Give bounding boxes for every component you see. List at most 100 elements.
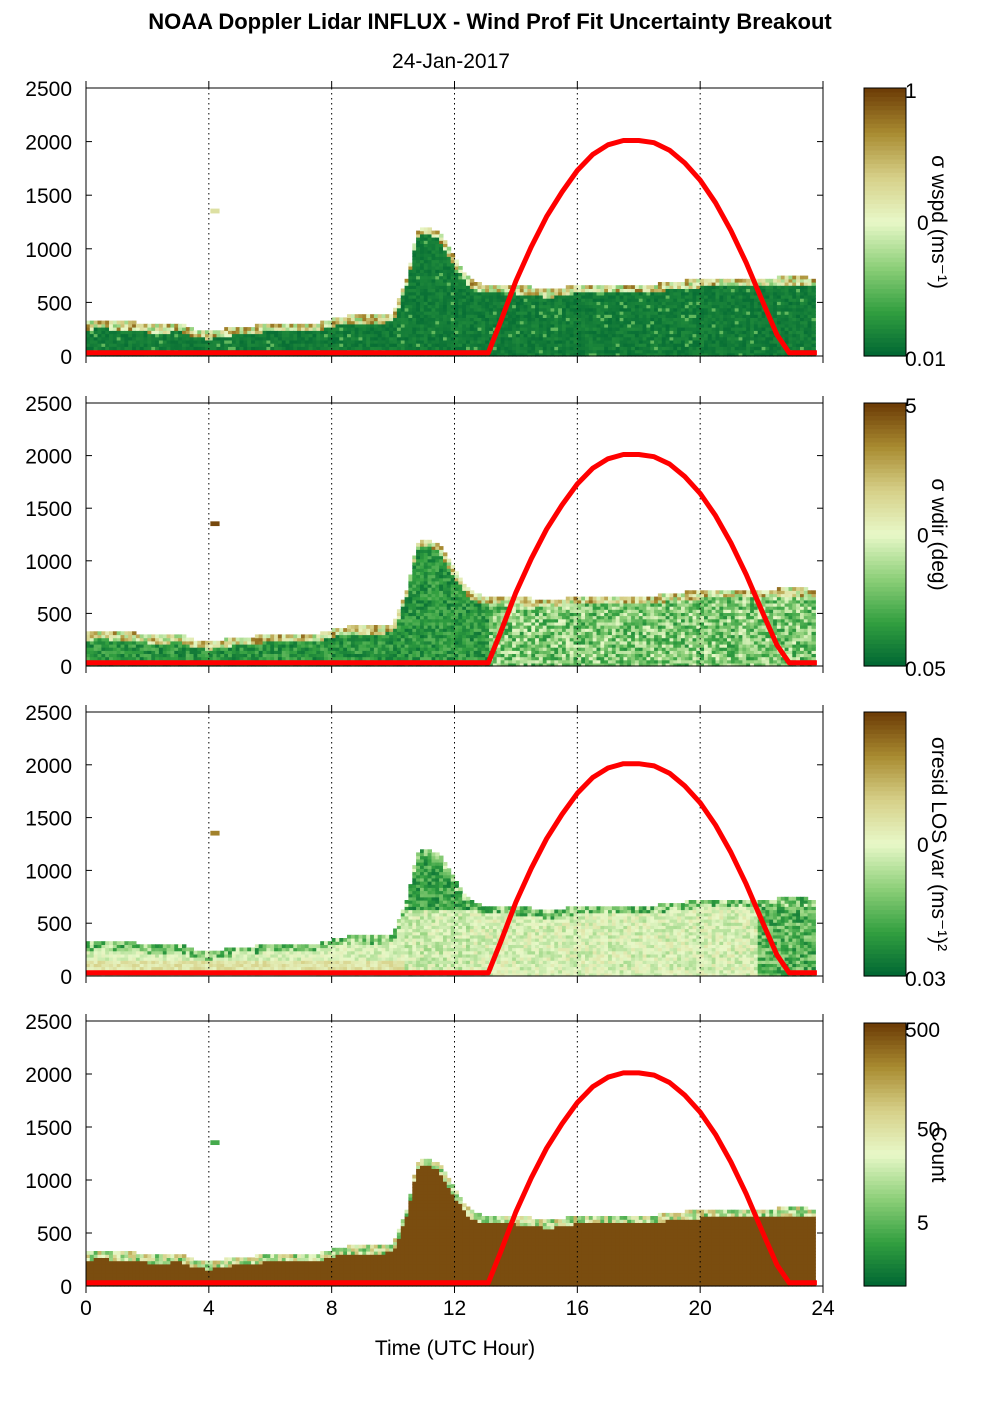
heatmap-cell bbox=[546, 323, 551, 328]
heatmap-cell bbox=[235, 330, 241, 335]
heatmap-cell bbox=[97, 330, 102, 335]
heatmap-cell bbox=[416, 298, 421, 302]
heatmap-cell bbox=[358, 323, 363, 328]
heatmap-cell bbox=[769, 301, 774, 306]
heatmap-cell bbox=[677, 346, 682, 351]
heatmap-cell bbox=[700, 301, 705, 306]
heatmap-cell bbox=[784, 311, 789, 315]
heatmap-cell bbox=[400, 653, 406, 658]
heatmap-cell bbox=[654, 314, 659, 318]
heatmap-cell bbox=[500, 291, 505, 296]
heatmap-cell bbox=[270, 339, 275, 344]
heatmap-cell bbox=[784, 298, 789, 302]
heatmap-cell bbox=[193, 346, 198, 351]
heatmap-cell bbox=[446, 580, 452, 585]
heatmap-cell bbox=[458, 346, 463, 351]
heatmap-cell bbox=[673, 314, 678, 318]
heatmap-cell bbox=[761, 282, 766, 286]
heatmap-cell bbox=[381, 631, 386, 636]
heatmap-cell bbox=[700, 285, 705, 289]
heatmap-cell bbox=[170, 634, 175, 639]
colorbar-band bbox=[864, 213, 906, 219]
heatmap-cell bbox=[734, 330, 740, 335]
heatmap-cell bbox=[489, 301, 494, 306]
heatmap-cell bbox=[489, 317, 494, 322]
heatmap-cell bbox=[608, 336, 613, 341]
heatmap-cell bbox=[105, 346, 110, 351]
heatmap-cell bbox=[408, 346, 413, 351]
heatmap-cell bbox=[550, 314, 555, 318]
heatmap-cell bbox=[423, 631, 429, 636]
heatmap-cell bbox=[807, 301, 812, 306]
heatmap-cell bbox=[412, 609, 417, 613]
heatmap-cell bbox=[427, 246, 432, 251]
heatmap-cell bbox=[803, 288, 809, 293]
heatmap-cell bbox=[542, 317, 548, 322]
heatmap-cell bbox=[769, 307, 774, 312]
heatmap-cell bbox=[542, 291, 548, 296]
heatmap-cell bbox=[412, 647, 417, 651]
heatmap-cell bbox=[101, 346, 106, 351]
heatmap-cell bbox=[439, 599, 444, 604]
heatmap-cell bbox=[435, 571, 440, 576]
heatmap-cell bbox=[757, 323, 763, 328]
heatmap-cell bbox=[408, 307, 413, 312]
heatmap-cell bbox=[769, 304, 774, 309]
heatmap-cell bbox=[753, 301, 759, 306]
heatmap-cell bbox=[362, 333, 367, 338]
heatmap-cell bbox=[331, 650, 337, 654]
heatmap-cell bbox=[343, 647, 348, 651]
heatmap-cell bbox=[93, 333, 99, 338]
heatmap-cell bbox=[585, 304, 590, 309]
heatmap-cell bbox=[657, 285, 663, 289]
heatmap-cell bbox=[431, 590, 436, 595]
heatmap-cell bbox=[423, 555, 429, 560]
heatmap-cell bbox=[723, 339, 728, 344]
heatmap-cell bbox=[611, 323, 617, 328]
heatmap-cell bbox=[500, 333, 505, 338]
heatmap-cell bbox=[377, 346, 383, 351]
heatmap-cell bbox=[454, 272, 459, 277]
heatmap-cell bbox=[592, 333, 598, 338]
heatmap-cell bbox=[715, 339, 720, 344]
heatmap-cell bbox=[408, 333, 413, 338]
heatmap-cell bbox=[780, 311, 786, 315]
heatmap-cell bbox=[416, 587, 421, 591]
heatmap-cell bbox=[542, 288, 548, 293]
colorbar-band bbox=[864, 333, 906, 339]
heatmap-cell bbox=[239, 333, 244, 338]
heatmap-cell bbox=[550, 317, 555, 322]
heatmap-cell bbox=[558, 291, 563, 296]
heatmap-cell bbox=[704, 339, 709, 344]
heatmap-cell bbox=[573, 301, 578, 306]
heatmap-cell bbox=[554, 330, 559, 335]
heatmap-cell bbox=[638, 320, 644, 325]
heatmap-cell bbox=[581, 333, 586, 338]
heatmap-cell bbox=[420, 596, 425, 601]
heatmap-cell bbox=[673, 323, 678, 328]
heatmap-cell bbox=[151, 634, 156, 639]
heatmap-cell bbox=[477, 346, 482, 351]
heatmap-cell bbox=[247, 637, 252, 642]
heatmap-cell bbox=[343, 327, 348, 331]
heatmap-cell bbox=[627, 327, 632, 331]
heatmap-cell bbox=[389, 346, 394, 351]
heatmap-cell bbox=[650, 288, 655, 293]
heatmap-cell bbox=[554, 343, 559, 347]
heatmap-cell bbox=[466, 314, 471, 318]
heatmap-cell bbox=[500, 285, 505, 289]
heatmap-cell bbox=[427, 628, 432, 632]
heatmap-cell bbox=[654, 320, 659, 325]
heatmap-cell bbox=[251, 647, 256, 651]
heatmap-cell bbox=[208, 336, 214, 341]
heatmap-cell bbox=[443, 609, 448, 613]
heatmap-cell bbox=[416, 552, 421, 557]
heatmap-cell bbox=[450, 285, 456, 289]
heatmap-cell bbox=[638, 304, 644, 309]
heatmap-cell bbox=[431, 243, 436, 248]
colorbar-band bbox=[864, 275, 906, 281]
heatmap-cell bbox=[585, 288, 590, 293]
heatmap-cell bbox=[235, 346, 241, 351]
heatmap-cell bbox=[512, 320, 517, 325]
heatmap-cell bbox=[569, 291, 575, 296]
